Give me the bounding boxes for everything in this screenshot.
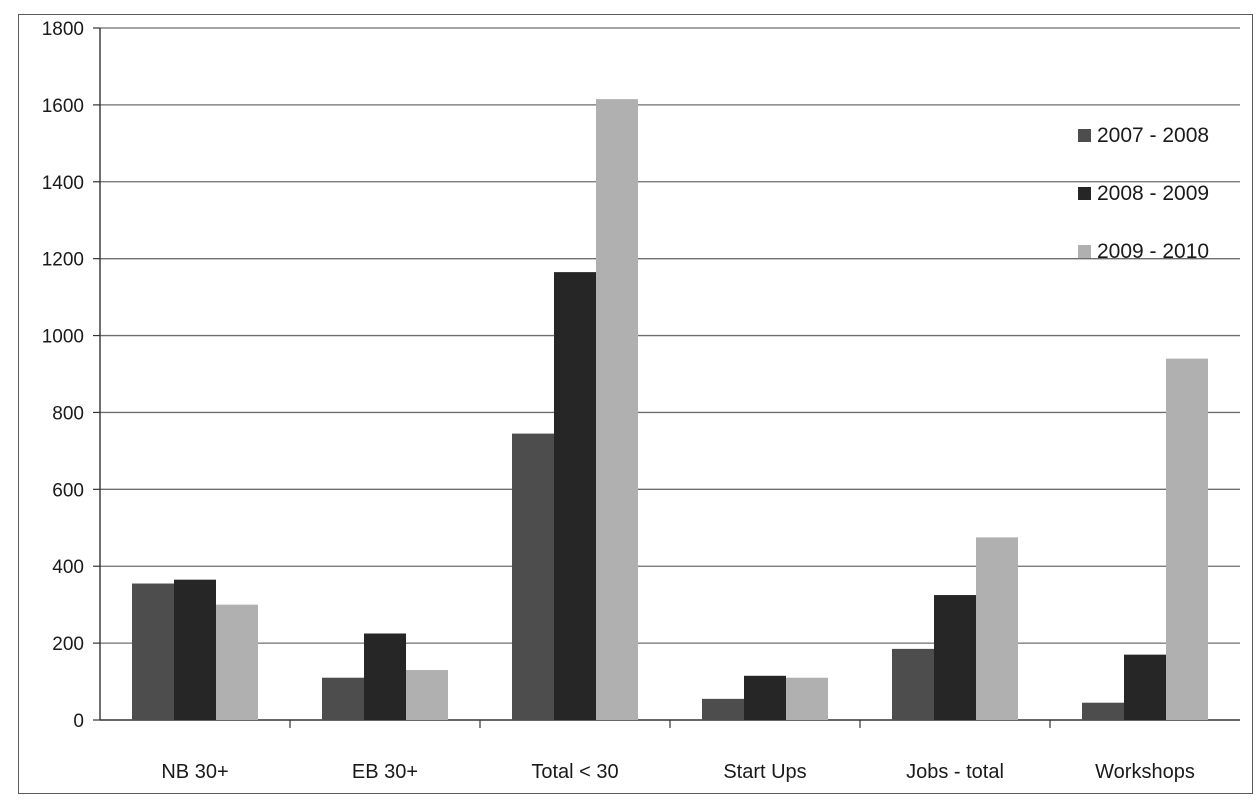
y-tick-label: 1200 (42, 250, 84, 271)
y-axis: 0 200 400 600 800 1000 1200 1400 1600 1800 (42, 19, 101, 732)
bar (786, 677, 828, 720)
bar (976, 537, 1018, 720)
bar (744, 675, 786, 720)
legend-swatch (1078, 129, 1091, 142)
x-category-label: Workshops (1095, 761, 1195, 783)
bar (596, 99, 638, 721)
x-category-label: EB 30+ (352, 761, 418, 783)
legend: 2007 - 2008 2008 - 2009 2009 - 2010 (1078, 124, 1209, 263)
x-category-label: NB 30+ (161, 761, 228, 783)
gridlines (100, 27, 1240, 644)
x-category-label: Start Ups (723, 761, 806, 783)
bar (132, 583, 174, 720)
legend-label: 2008 - 2009 (1097, 182, 1209, 205)
bar (1166, 358, 1208, 720)
bar (406, 670, 448, 720)
y-tick-label: 200 (52, 634, 84, 655)
bar (174, 579, 216, 720)
y-tick-label: 1600 (42, 96, 84, 117)
bars (132, 99, 1208, 721)
y-tick-label: 600 (52, 480, 84, 501)
bar (702, 698, 744, 720)
bar (554, 272, 596, 720)
y-tick-label: 1000 (42, 327, 84, 348)
bar (364, 633, 406, 720)
x-axis: NB 30+ EB 30+ Total < 30 Start Ups Jobs - to… (100, 719, 1240, 783)
bar (512, 433, 554, 720)
y-tick-label: 800 (52, 403, 84, 424)
bar (1124, 654, 1166, 720)
legend-swatch (1078, 245, 1091, 258)
y-tick-label: 1800 (42, 19, 84, 40)
bar (322, 677, 364, 720)
legend-label: 2009 - 2010 (1097, 240, 1209, 263)
y-tick-label: 1400 (42, 173, 84, 194)
bar (934, 595, 976, 720)
bar (892, 648, 934, 720)
legend-swatch (1078, 187, 1091, 200)
y-tick-label: 0 (73, 711, 84, 732)
bar (1082, 702, 1124, 720)
x-category-label: Total < 30 (531, 761, 618, 783)
bar (216, 604, 258, 720)
legend-label: 2007 - 2008 (1097, 124, 1209, 147)
y-tick-label: 400 (52, 557, 84, 578)
x-category-label: Jobs - total (906, 761, 1004, 783)
